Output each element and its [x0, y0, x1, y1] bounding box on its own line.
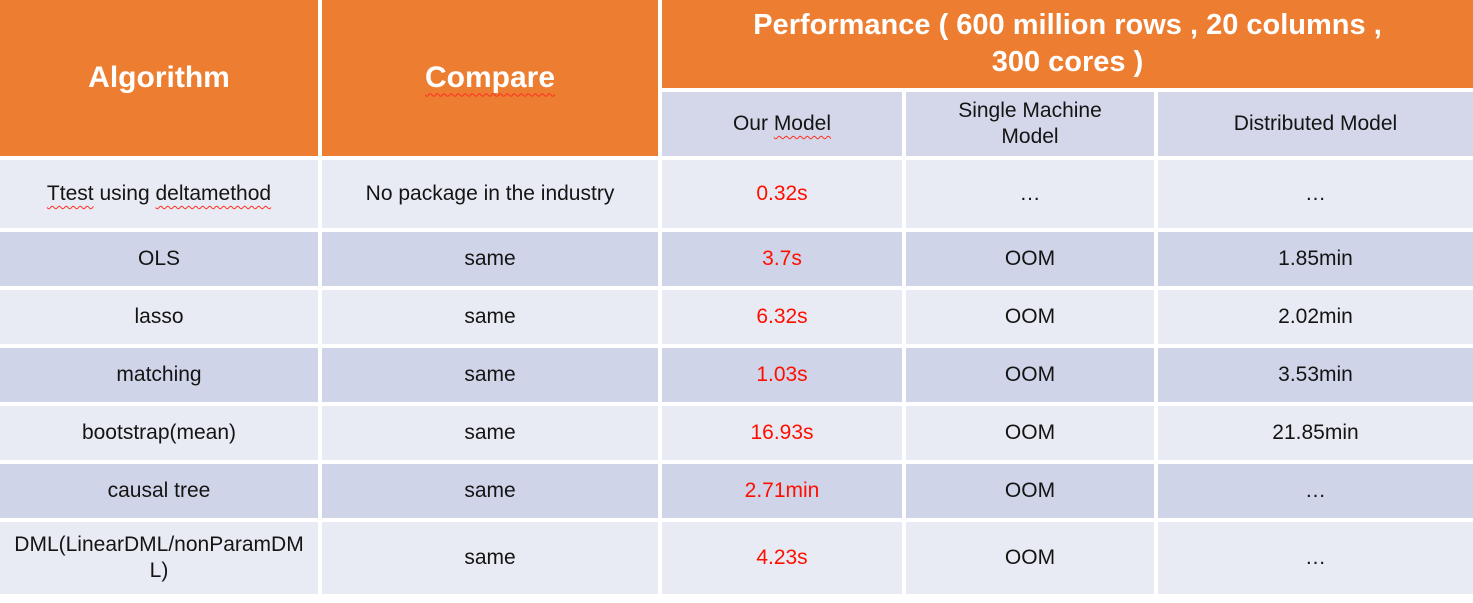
cell-algorithm: Ttest using deltamethod [0, 160, 318, 228]
our-model-label: Our Model [732, 111, 832, 135]
cell-algorithm: OLS [0, 232, 318, 286]
compare-header-label: Compare [424, 61, 556, 95]
cell-single-machine: OOM [906, 232, 1154, 286]
single-machine-model-label: Single Machine Model [958, 98, 1102, 148]
subheader-our-model: Our Model [662, 92, 902, 156]
cell-algorithm: DML(LinearDML/nonParamDML) [0, 522, 318, 594]
cell-algorithm: causal tree [0, 464, 318, 518]
cell-distributed: 21.85min [1158, 406, 1473, 460]
cell-distributed: 3.53min [1158, 348, 1473, 402]
cell-compare: same [322, 232, 658, 286]
subheader-single-machine-model: Single Machine Model [906, 92, 1154, 156]
cell-our-model: 1.03s [662, 348, 902, 402]
cell-our-model: 16.93s [662, 406, 902, 460]
cell-single-machine: OOM [906, 406, 1154, 460]
column-header-compare: Compare [322, 0, 658, 156]
cell-single-machine: OOM [906, 464, 1154, 518]
cell-algorithm: bootstrap(mean) [0, 406, 318, 460]
cell-single-machine: OOM [906, 290, 1154, 344]
cell-single-machine: … [906, 160, 1154, 228]
cell-single-machine: OOM [906, 522, 1154, 594]
cell-our-model: 2.71min [662, 464, 902, 518]
column-header-algorithm: Algorithm [0, 0, 318, 156]
algorithm-header-label: Algorithm [88, 61, 230, 95]
performance-header-label: Performance ( 600 million rows , 20 colu… [753, 8, 1382, 78]
cell-compare: same [322, 290, 658, 344]
cell-distributed: … [1158, 160, 1473, 228]
cell-compare: same [322, 406, 658, 460]
subheader-distributed-model: Distributed Model [1158, 92, 1473, 156]
algorithm-value: Ttest using deltamethod [46, 181, 272, 205]
cell-compare: same [322, 348, 658, 402]
cell-algorithm: matching [0, 348, 318, 402]
cell-compare: No package in the industry [322, 160, 658, 228]
cell-our-model: 0.32s [662, 160, 902, 228]
cell-distributed: 1.85min [1158, 232, 1473, 286]
cell-single-machine: OOM [906, 348, 1154, 402]
cell-our-model: 3.7s [662, 232, 902, 286]
cell-our-model: 4.23s [662, 522, 902, 594]
cell-compare: same [322, 464, 658, 518]
cell-algorithm: lasso [0, 290, 318, 344]
cell-our-model: 6.32s [662, 290, 902, 344]
column-header-performance: Performance ( 600 million rows , 20 colu… [662, 0, 1473, 88]
cell-distributed: 2.02min [1158, 290, 1473, 344]
cell-distributed: … [1158, 522, 1473, 594]
cell-compare: same [322, 522, 658, 594]
distributed-model-label: Distributed Model [1233, 111, 1398, 135]
cell-distributed: … [1158, 464, 1473, 518]
